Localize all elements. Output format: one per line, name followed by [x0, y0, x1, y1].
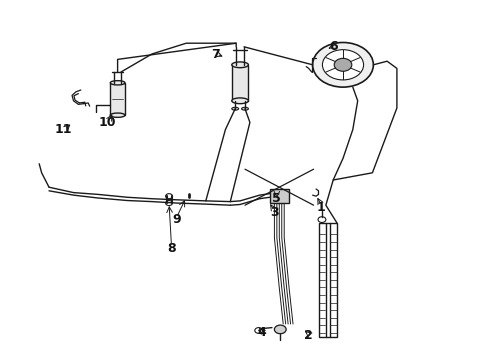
Bar [270, 189, 289, 203]
Circle shape [334, 58, 352, 71]
Bar [330, 223, 337, 337]
Circle shape [255, 328, 263, 333]
Circle shape [166, 194, 172, 199]
Circle shape [318, 217, 326, 222]
Ellipse shape [110, 81, 125, 85]
Ellipse shape [242, 107, 248, 110]
Text: 2: 2 [304, 329, 313, 342]
Text: 8: 8 [167, 242, 176, 255]
Ellipse shape [232, 62, 248, 68]
Bar [110, 83, 125, 115]
Circle shape [166, 201, 172, 206]
Bar [318, 223, 326, 337]
Circle shape [274, 325, 286, 334]
Ellipse shape [110, 113, 125, 117]
Bar [232, 65, 248, 101]
Circle shape [313, 42, 373, 87]
Text: 11: 11 [55, 123, 73, 136]
Ellipse shape [232, 98, 248, 104]
Text: 9: 9 [172, 213, 181, 226]
Text: 7: 7 [211, 48, 220, 60]
Text: 4: 4 [258, 327, 267, 339]
Ellipse shape [232, 107, 239, 110]
Text: 10: 10 [99, 116, 117, 129]
Text: 5: 5 [272, 192, 281, 204]
Circle shape [322, 50, 364, 80]
Text: 3: 3 [270, 206, 279, 219]
Text: 1: 1 [317, 201, 325, 213]
Text: 6: 6 [329, 40, 338, 53]
